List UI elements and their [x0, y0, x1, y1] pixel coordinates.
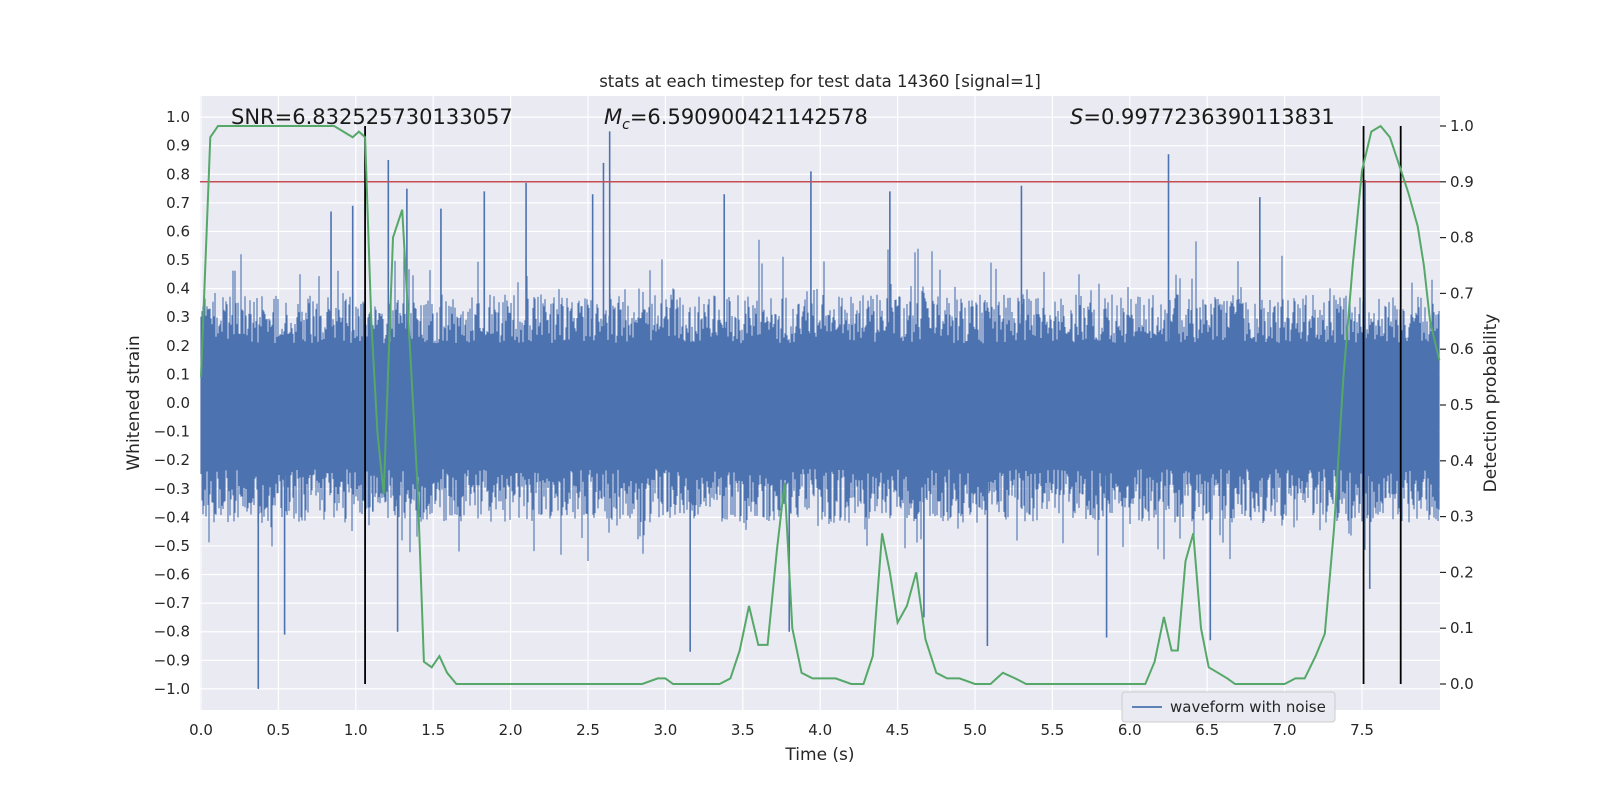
x-tick-label: 0.5 [266, 721, 290, 739]
y-tick-label: −0.2 [154, 451, 190, 469]
y-tick-label: 0.1 [166, 365, 190, 383]
x-tick-label: 0.0 [189, 721, 213, 739]
x-tick-label: 3.0 [653, 721, 677, 739]
x-tick-label: 6.5 [1195, 721, 1219, 739]
y-tick-label: −0.4 [154, 508, 190, 526]
y-tick-label: 0.3 [166, 308, 190, 326]
y-tick-label: 1.0 [166, 108, 190, 126]
y-tick-label: 0.6 [166, 222, 190, 240]
y-tick-labels: 1.0 0.9 0.8 0.7 0.6 0.5 0.4 0.3 0.2 0.1 0.0 −0.1 −0.… [154, 108, 190, 698]
chart-title: stats at each timestep for test data 143… [599, 72, 1041, 91]
y-axis-label: Whitened strain [124, 335, 144, 470]
y2-axis-label: Detection probability [1481, 314, 1501, 493]
waveform-noise [200, 239, 1440, 561]
chirp-mass-annotation: Mc=6.590900421142578 [604, 105, 868, 133]
y-tick-label: −0.3 [154, 480, 190, 498]
chirp-mass-value: =6.590900421142578 [630, 105, 868, 129]
y-tick-label: 0.0 [166, 394, 190, 412]
y2-tick-label: 0.6 [1450, 340, 1474, 358]
x-tick-label: 1.0 [344, 721, 368, 739]
y2-tick-label: 0.4 [1450, 452, 1474, 470]
chirp-mass-symbol: M [604, 105, 622, 129]
y-tick-label: −0.9 [154, 651, 190, 669]
detection-probability-line [200, 124, 1441, 685]
x-tick-label: 1.5 [421, 721, 445, 739]
x-tick-label: 4.5 [886, 721, 910, 739]
y2-tick-label: 0.2 [1450, 563, 1474, 581]
probability-layer [200, 124, 1441, 685]
y-tick-label: −1.0 [154, 680, 190, 698]
chirp-mass-subscript: c [622, 117, 630, 133]
x-tick-label: 4.0 [808, 721, 832, 739]
y2-tick-label: 0.9 [1450, 173, 1474, 191]
legend-label: waveform with noise [1170, 698, 1326, 716]
y-tick-label: 0.8 [166, 165, 190, 183]
y2-tick-labels: 1.0 0.9 0.8 0.7 0.6 0.5 0.4 0.3 0.2 0.1 0.0 [1440, 117, 1474, 693]
y2-tick-label: 0.1 [1450, 619, 1474, 637]
x-tick-labels: 0.0 0.5 1.0 1.5 2.0 2.5 3.0 3.5 4.0 4.5 5.0 5.5 6.0 6… [189, 721, 1374, 739]
y2-tick-label: 0.8 [1450, 229, 1474, 247]
x-axis-label: Time (s) [784, 745, 854, 765]
y-tick-label: −0.5 [154, 537, 190, 555]
score-value: =0.9977236390113831 [1083, 105, 1334, 129]
marker-layer [200, 126, 1440, 684]
x-tick-label: 6.0 [1118, 721, 1142, 739]
y-tick-label: 0.4 [166, 280, 190, 298]
y-tick-label: 0.7 [166, 194, 190, 212]
y2-tick-label: 0.5 [1450, 396, 1474, 414]
x-tick-label: 3.5 [731, 721, 755, 739]
x-tick-label: 2.0 [499, 721, 523, 739]
y-tick-label: −0.6 [154, 566, 190, 584]
legend: waveform with noise [1121, 691, 1336, 723]
x-tick-label: 7.0 [1273, 721, 1297, 739]
y-tick-label: −0.7 [154, 594, 190, 612]
y-tick-label: −0.1 [154, 423, 190, 441]
x-tick-label: 2.5 [576, 721, 600, 739]
y-tick-label: 0.9 [166, 137, 190, 155]
snr-annotation: SNR=6.832525730133057 [231, 105, 513, 129]
y2-tick-label: 1.0 [1450, 117, 1474, 135]
y-tick-label: 0.2 [166, 337, 190, 355]
y2-tick-label: 0.3 [1450, 508, 1474, 526]
y-tick-label: 0.5 [166, 251, 190, 269]
y2-tick-label: 0.0 [1450, 675, 1474, 693]
x-tick-label: 7.5 [1350, 721, 1374, 739]
score-annotation: S=0.9977236390113831 [1070, 105, 1335, 129]
y-tick-label: −0.8 [154, 623, 190, 641]
x-tick-label: 5.0 [963, 721, 987, 739]
y2-tick-label: 0.7 [1450, 284, 1474, 302]
score-symbol: S [1070, 105, 1083, 129]
x-tick-label: 5.5 [1040, 721, 1064, 739]
legend-box [1121, 691, 1336, 723]
